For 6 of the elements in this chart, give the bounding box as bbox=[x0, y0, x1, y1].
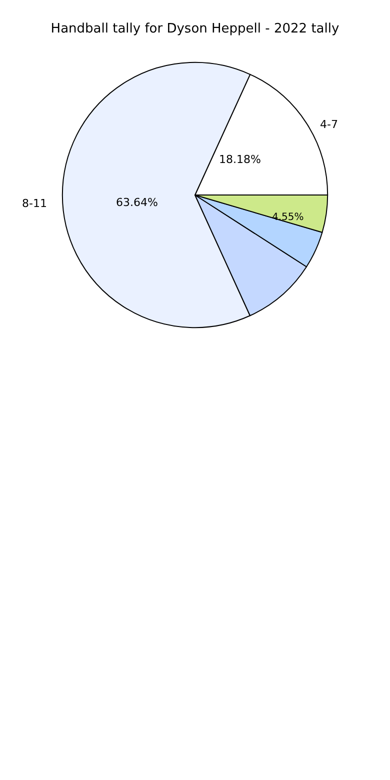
data-label: 63.64% bbox=[116, 196, 158, 209]
data-label: 18.18% bbox=[219, 153, 261, 166]
data-label: 4.55% bbox=[272, 212, 304, 223]
slice-label: 8-11 bbox=[22, 197, 47, 210]
slice-label: 4-7 bbox=[320, 118, 338, 131]
chart-title: Handball tally for Dyson Heppell - 2022 tally bbox=[50, 22, 340, 36]
